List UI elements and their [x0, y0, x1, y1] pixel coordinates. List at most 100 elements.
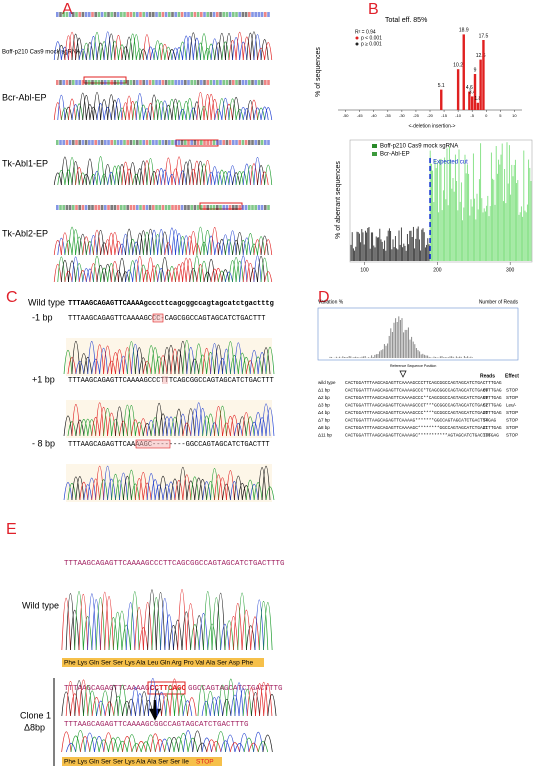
peak [146, 257, 155, 283]
peak [210, 166, 219, 186]
peak [168, 625, 179, 651]
base [91, 80, 94, 85]
peak [110, 40, 119, 61]
peak [241, 412, 251, 437]
peak [111, 418, 120, 437]
peak [150, 170, 158, 186]
peak [160, 169, 169, 186]
base [216, 205, 219, 210]
reads: 52 [483, 403, 489, 408]
peak [168, 174, 176, 186]
base [132, 205, 136, 210]
base [84, 80, 88, 85]
peak [67, 421, 77, 437]
base [248, 12, 251, 17]
peak [78, 270, 87, 283]
peak [215, 731, 226, 753]
peak [242, 163, 251, 186]
peak [53, 41, 62, 61]
base [203, 205, 206, 210]
peak [196, 92, 205, 121]
peak [218, 684, 228, 717]
sequence: CACTGGATTTAAGCAGAGTTCAAAAGCCC****GCGGCCA… [345, 410, 502, 416]
peak [83, 356, 93, 375]
peak [186, 480, 196, 501]
peak [185, 159, 194, 186]
peak [79, 353, 89, 375]
peak [134, 347, 144, 375]
peak [249, 421, 259, 437]
peak [80, 736, 91, 753]
peak [214, 267, 223, 283]
peak [185, 36, 194, 61]
data-label: 10.2 [453, 63, 463, 69]
base [241, 12, 245, 17]
peak [189, 267, 198, 283]
peak [253, 34, 262, 61]
base [174, 80, 177, 85]
base [62, 140, 65, 145]
peak [119, 472, 128, 501]
base [244, 205, 248, 210]
peak [178, 109, 187, 121]
peak [114, 165, 123, 186]
peak [89, 36, 98, 61]
peak [117, 684, 128, 717]
peak [107, 412, 116, 437]
peak [197, 684, 207, 717]
legend-marker [355, 36, 359, 40]
peak [75, 360, 85, 375]
base [219, 205, 222, 210]
peak [85, 268, 94, 283]
sequence: TTTAAGCAGAGTTCAAAAGCCCTTTCAGCGGCCAGTAGCA… [68, 377, 274, 385]
base [145, 12, 149, 17]
peak [128, 33, 137, 61]
peak [253, 356, 263, 375]
peak [143, 108, 151, 121]
peak [98, 739, 109, 753]
row-label: +1 bp [32, 374, 55, 384]
peak [75, 103, 84, 121]
peak [206, 739, 217, 753]
peak [107, 263, 116, 283]
peak [264, 239, 273, 256]
chromatogram [53, 92, 273, 121]
peak [93, 170, 101, 186]
x-tick-label: 0 [485, 113, 488, 118]
peak [201, 737, 212, 753]
data-label: 12.6 [476, 53, 486, 59]
base [126, 205, 129, 210]
peak [171, 47, 180, 61]
cut-marker [399, 370, 407, 378]
peak [153, 168, 162, 186]
peak [93, 92, 101, 121]
peak [217, 98, 226, 121]
base [84, 205, 88, 210]
base [56, 12, 59, 17]
chromatogram [53, 156, 273, 186]
peak [250, 267, 258, 283]
x-tick-label: 300 [506, 267, 515, 273]
peak [158, 355, 168, 375]
base [203, 80, 206, 85]
peak [82, 95, 91, 121]
base [248, 205, 251, 210]
peak [164, 46, 173, 61]
peak [264, 271, 273, 283]
peak [261, 403, 271, 437]
base [148, 140, 152, 145]
base [113, 140, 117, 145]
peak [96, 156, 105, 186]
peak [78, 92, 87, 121]
base [78, 205, 81, 210]
peak [214, 406, 223, 437]
panel-label: D [318, 289, 330, 306]
peak [257, 256, 265, 283]
peak [146, 46, 155, 61]
peak [226, 470, 235, 501]
sequence: CACTGGATTTAAGCAGAGTTCAAAAGC***********AG… [345, 433, 499, 439]
peak [82, 268, 91, 283]
peak [87, 593, 97, 651]
peak [207, 172, 216, 186]
base [168, 80, 171, 85]
